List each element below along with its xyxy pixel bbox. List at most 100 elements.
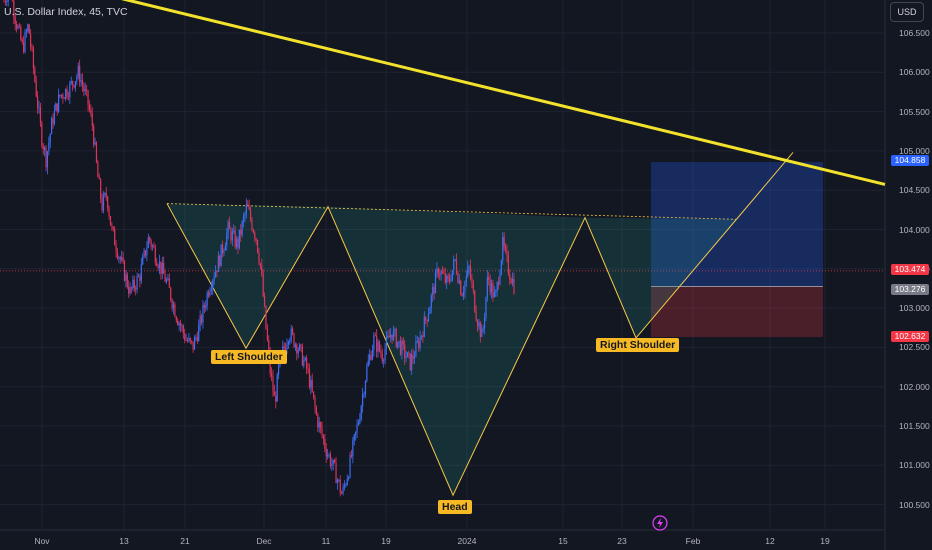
candle-body (451, 270, 453, 281)
candle-body (163, 262, 165, 274)
candle-body (177, 320, 179, 326)
candle-body (457, 273, 459, 283)
chart-title: U.S. Dollar Index, 45, TVC (4, 6, 128, 18)
candle-body (248, 206, 250, 210)
candle-body (419, 337, 421, 349)
candle-body (332, 459, 334, 465)
candle-body (306, 357, 308, 369)
candle-body (136, 276, 138, 290)
candle-body (472, 283, 474, 291)
candle-body (193, 337, 196, 350)
candle-body (310, 380, 312, 388)
candle-body (156, 262, 158, 266)
currency-button[interactable]: USD (890, 2, 924, 22)
candle-body (311, 380, 313, 392)
candle-body (468, 266, 470, 268)
candle-body (325, 448, 327, 457)
candle-body (151, 245, 154, 247)
candle-body (437, 268, 439, 275)
candle-body (170, 287, 172, 300)
candle-body (335, 462, 337, 484)
candle-body (231, 232, 233, 241)
candle-body (486, 277, 488, 298)
candle-body (423, 316, 425, 337)
candle-body (315, 407, 318, 415)
candle-body (266, 328, 268, 341)
candle-body (434, 272, 437, 294)
candle-body (469, 266, 472, 279)
candle-body (304, 357, 306, 361)
candle-body (191, 340, 193, 342)
candle-body (51, 118, 53, 135)
candle-body (255, 238, 257, 241)
candle-body (58, 94, 60, 112)
lightning-icon[interactable] (652, 515, 668, 531)
candle-body (100, 179, 102, 199)
candle-body (391, 334, 393, 340)
candle-body (179, 323, 182, 327)
candle-body (258, 252, 260, 264)
candle-body (499, 273, 501, 285)
candle-body (237, 238, 239, 248)
candle-body (212, 280, 214, 289)
candle-body (188, 338, 190, 342)
candle-body (289, 339, 291, 342)
candle-body (430, 295, 432, 308)
time-tick-label: Feb (685, 536, 701, 546)
candle-body (447, 275, 449, 279)
candle-body (275, 395, 277, 402)
candle-body (256, 240, 259, 253)
candle-body (160, 261, 162, 274)
candle-body (59, 94, 61, 96)
candle-body (320, 422, 322, 428)
time-tick-label: 11 (321, 536, 331, 546)
candle-body (294, 344, 297, 347)
candle-body (384, 348, 386, 361)
candle-body (216, 270, 218, 272)
candle-body (123, 261, 126, 281)
candle-body (107, 196, 109, 209)
candle-body (401, 340, 403, 355)
candle-body (429, 307, 431, 315)
candle-body (158, 261, 161, 269)
candle-body (439, 274, 441, 276)
candle-body (53, 110, 56, 124)
candle-body (303, 360, 305, 366)
candle-body (380, 350, 382, 354)
candle-body (4, 1, 7, 3)
candle-body (69, 83, 71, 98)
candle-body (60, 94, 63, 96)
candle-body (165, 279, 168, 282)
candle-body (300, 344, 302, 347)
candle-body (287, 341, 290, 345)
candle-body (415, 341, 417, 357)
candle-body (450, 280, 452, 282)
trend-line (121, 0, 886, 186)
entry-price-badge: 103.276 (891, 284, 929, 295)
candle-body (137, 276, 140, 278)
candle-body (213, 277, 215, 281)
candle-body (500, 260, 502, 274)
candle-body (189, 338, 191, 341)
price-tick-label: 106.500 (899, 28, 930, 38)
candle-body (338, 479, 340, 481)
candle-body (506, 249, 508, 256)
candle-body (343, 485, 346, 487)
candle-body (147, 237, 149, 248)
candle-body (318, 422, 320, 428)
candle-body (353, 434, 355, 441)
candle-body (262, 273, 264, 297)
candle-body (244, 213, 246, 217)
candle-body (474, 290, 476, 312)
candle-body (14, 17, 16, 24)
candle-body (373, 335, 375, 350)
candle-body (441, 271, 444, 274)
candle-body (408, 352, 410, 354)
candle-body (192, 341, 194, 350)
candle-body (481, 328, 483, 337)
candle-body (378, 341, 381, 351)
candle-body (317, 414, 319, 428)
candle-body (121, 257, 123, 260)
candle-body (388, 335, 390, 338)
